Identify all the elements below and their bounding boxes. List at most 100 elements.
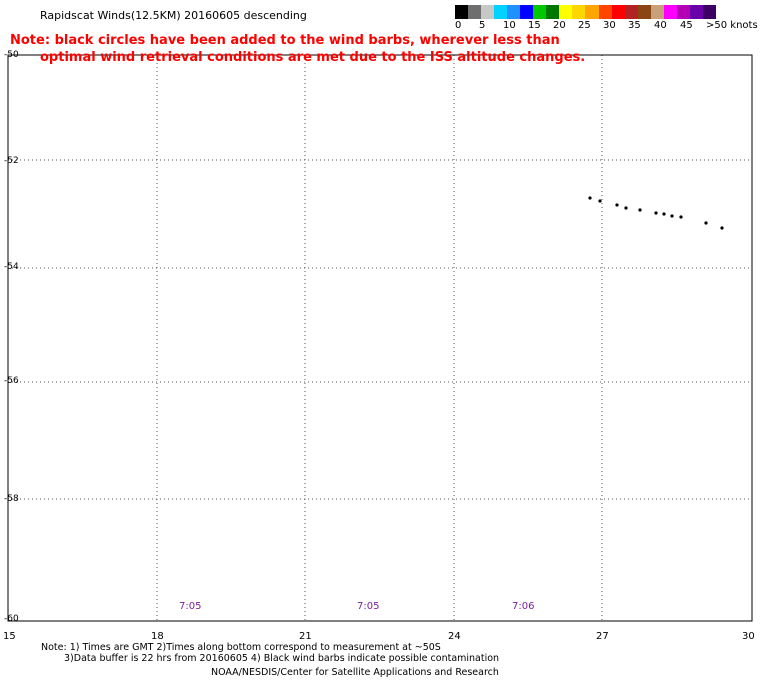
wind-barb <box>490 254 498 264</box>
wind-barb <box>540 375 548 385</box>
wind-barb <box>111 177 119 187</box>
wind-barb <box>540 331 548 341</box>
wind-barb <box>397 67 405 77</box>
wind-barb <box>182 100 190 110</box>
swath-time-label: 7:05 <box>179 601 202 612</box>
wind-barb <box>408 353 416 363</box>
wind-barb <box>265 177 273 187</box>
wind-barb <box>248 188 256 198</box>
wind-barb <box>496 111 504 121</box>
wind-barb <box>23 67 31 77</box>
wind-barb <box>655 78 663 88</box>
wind-barb <box>556 386 564 396</box>
wind-barb <box>474 221 482 231</box>
wind-barb <box>133 155 141 165</box>
wind-barb <box>243 221 251 231</box>
wind-barb <box>105 254 113 264</box>
wind-barb <box>45 375 53 385</box>
wind-barb <box>485 155 493 165</box>
lon-label: 30 <box>742 631 755 642</box>
legend-label: 10 <box>503 20 516 31</box>
wind-barb <box>204 276 212 286</box>
wind-barb <box>540 265 548 275</box>
wind-barb <box>710 188 718 198</box>
wind-barb <box>386 243 394 253</box>
wind-barb <box>105 232 113 242</box>
wind-barb <box>562 243 570 253</box>
wind-barb <box>424 342 432 352</box>
wind-barb <box>600 276 608 286</box>
lat-label: -52 <box>4 156 19 166</box>
wind-barb <box>369 210 377 220</box>
wind-barb <box>276 111 284 121</box>
wind-barb <box>199 89 207 99</box>
wind-barb <box>699 298 707 308</box>
wind-barb <box>397 89 405 99</box>
wind-barb <box>611 210 619 220</box>
wind-barb <box>177 221 185 231</box>
wind-barb <box>534 166 542 176</box>
wind-barb <box>688 298 696 308</box>
wind-barb <box>342 221 350 231</box>
wind-barb <box>358 320 366 330</box>
wind-barb <box>50 232 58 242</box>
wind-barb <box>375 375 383 385</box>
wind-barb <box>94 122 102 132</box>
wind-barb <box>221 309 229 319</box>
wind-barb <box>457 232 465 242</box>
wind-barb <box>199 309 207 319</box>
wind-barb <box>83 144 91 154</box>
wind-barb <box>28 254 36 264</box>
wind-barb <box>600 232 608 242</box>
wind-barb <box>325 122 333 132</box>
wind-barb <box>430 89 438 99</box>
wind-barb <box>199 111 207 121</box>
wind-barb <box>435 232 443 242</box>
wind-barb <box>12 243 20 253</box>
wind-barb <box>617 199 625 209</box>
wind-barb <box>600 122 608 132</box>
wind-barb <box>221 243 229 253</box>
wind-barb <box>375 265 383 275</box>
wind-barb <box>204 166 212 176</box>
wind-barb <box>397 353 405 363</box>
wind-barb <box>309 67 317 77</box>
wind-barb <box>732 122 740 132</box>
wind-barb <box>270 122 278 132</box>
wind-barb <box>292 166 300 176</box>
wind-barb <box>133 221 141 231</box>
wind-barb <box>259 320 267 330</box>
wind-barb <box>309 309 317 319</box>
wind-barb <box>34 221 42 231</box>
wind-barb <box>17 210 25 220</box>
wind-barb <box>23 133 31 143</box>
wind-barb <box>413 254 421 264</box>
wind-barb <box>12 177 20 187</box>
wind-barb <box>292 144 300 154</box>
wind-barb <box>578 342 586 352</box>
wind-barb <box>644 254 652 264</box>
wind-barb <box>331 243 339 253</box>
wind-barb <box>661 177 669 187</box>
wind-barb <box>105 188 113 198</box>
wind-barb <box>655 100 663 110</box>
wind-barb <box>628 287 636 297</box>
wind-barb <box>430 353 438 363</box>
wind-barb <box>67 265 75 275</box>
wind-barb <box>45 287 53 297</box>
wind-barb <box>34 265 42 275</box>
wind-barb <box>490 144 498 154</box>
wind-barb <box>578 364 586 374</box>
wind-barb <box>672 67 680 77</box>
wind-barb <box>248 276 256 286</box>
wind-barb <box>364 309 372 319</box>
wind-barb <box>28 122 36 132</box>
wind-barb <box>314 232 322 242</box>
wind-barb <box>534 298 542 308</box>
legend-label: 45 <box>680 20 693 31</box>
wind-barb <box>573 199 581 209</box>
wind-barb <box>50 298 58 308</box>
wind-barb <box>540 133 548 143</box>
wind-barb <box>61 78 69 88</box>
wind-barb <box>61 122 69 132</box>
